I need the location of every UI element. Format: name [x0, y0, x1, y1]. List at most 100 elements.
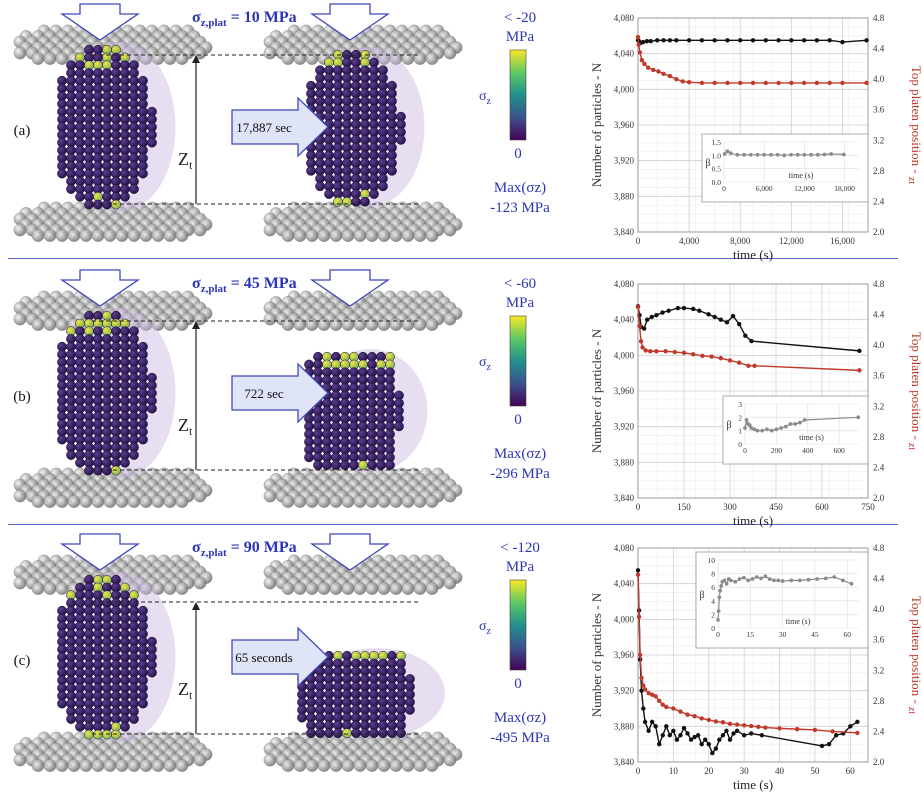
- inset-data-point: [841, 579, 845, 583]
- x-tick-label: 20: [704, 766, 714, 776]
- platen-particle: [354, 582, 366, 594]
- data-point: [678, 709, 682, 713]
- particle: [57, 435, 66, 444]
- inset-x-axis-label: time (s): [789, 171, 814, 180]
- platen-particle: [56, 582, 68, 594]
- particle: [324, 729, 333, 738]
- inset-x-tick-label: 60: [843, 630, 851, 639]
- platen-particle: [176, 495, 188, 507]
- platen-particle: [264, 313, 276, 325]
- row-b: Zt σz,plat = 45 MPa 722 sec (b) < -60 MPa 0 σz M…: [0, 266, 924, 528]
- data-point: [717, 738, 721, 742]
- inset-data-point: [779, 426, 783, 430]
- data-point: [742, 733, 746, 737]
- data-point: [710, 751, 714, 755]
- y2-tick-label: 2.4: [873, 726, 885, 736]
- inset-y-tick-label: 2: [738, 413, 742, 422]
- platen-particle: [318, 495, 330, 507]
- particle: [66, 450, 75, 459]
- particle: [120, 458, 129, 467]
- particle: [147, 668, 156, 677]
- x-tick-label: 450: [769, 502, 783, 512]
- x-tick-label: 12,000: [779, 236, 804, 246]
- data-point: [649, 39, 653, 43]
- stress-title: σz,plat = 10 MPa: [192, 9, 297, 29]
- y2-tick-label: 4.0: [873, 604, 885, 614]
- inset-data-point: [796, 153, 800, 157]
- particle: [360, 197, 369, 206]
- data-point: [749, 731, 753, 735]
- particle: [120, 192, 129, 201]
- platen-particle: [56, 495, 68, 507]
- data-point: [663, 349, 667, 353]
- data-point: [639, 339, 643, 343]
- data-point: [864, 81, 868, 85]
- inset-data-point: [751, 577, 755, 581]
- particle: [315, 729, 324, 738]
- particle: [358, 461, 367, 470]
- platen-particle: [92, 495, 104, 507]
- y2-tick-label: 2.8: [873, 166, 885, 176]
- inset-data-point: [823, 153, 827, 157]
- y2-tick-label: 4.8: [873, 279, 885, 289]
- y-tick-label: 3,960: [614, 386, 635, 396]
- platen-particle: [68, 759, 80, 771]
- data-point: [696, 733, 700, 737]
- data-point: [689, 738, 693, 742]
- inset-data-point: [738, 577, 742, 581]
- particle: [129, 450, 138, 459]
- platen-particle: [14, 313, 26, 325]
- particle: [102, 200, 111, 209]
- data-point: [682, 351, 686, 355]
- platen-particle: [56, 759, 68, 771]
- platen-particle: [294, 495, 306, 507]
- y-tick-label: 4,080: [614, 13, 635, 23]
- data-point: [731, 314, 735, 318]
- inset-y-tick-label: 0.0: [712, 178, 722, 187]
- data-point: [820, 744, 824, 748]
- particle: [367, 461, 376, 470]
- inset-data-point: [798, 579, 802, 583]
- platen-particle: [194, 754, 206, 766]
- platen-particle: [80, 759, 92, 771]
- platen-particle: [306, 52, 318, 64]
- data-point: [714, 746, 718, 750]
- platen-particle: [32, 52, 44, 64]
- data-point: [752, 364, 756, 368]
- platen-particle: [176, 318, 188, 330]
- particle: [396, 135, 405, 144]
- platen-particle: [402, 495, 414, 507]
- particle: [66, 714, 75, 723]
- data-point: [795, 727, 799, 731]
- platen-particle: [366, 318, 378, 330]
- particle: [304, 453, 313, 462]
- platen-particle: [330, 229, 342, 241]
- data-point: [653, 724, 657, 728]
- platen-particle: [164, 318, 176, 330]
- platen-particle: [116, 759, 128, 771]
- inset-data-point: [815, 577, 819, 581]
- inset-data-point: [717, 596, 721, 600]
- platen-particle: [390, 759, 402, 771]
- inset-data-point: [789, 422, 793, 426]
- platen-particle: [378, 759, 390, 771]
- data-point: [653, 694, 657, 698]
- platen-particle: [44, 495, 56, 507]
- panel-svg: Ztσz,plat = 90 MPa65 seconds(c)< -120MPa…: [0, 530, 924, 792]
- data-point: [749, 339, 753, 343]
- platen-particle: [68, 495, 80, 507]
- data-point: [776, 38, 780, 42]
- particle: [405, 705, 414, 714]
- platen-particle: [44, 759, 56, 771]
- y-axis-label: Number of particles - N: [589, 592, 604, 717]
- y2-tick-label: 2.8: [873, 696, 885, 706]
- particle: [333, 729, 342, 738]
- inset-data-point: [803, 153, 807, 157]
- data-point: [857, 368, 861, 372]
- x-tick-label: 60: [846, 766, 856, 776]
- platen-particle: [306, 495, 318, 507]
- max-stress-value: -296 MPa: [490, 466, 550, 482]
- platen-particle: [318, 759, 330, 771]
- platen-particle: [152, 759, 164, 771]
